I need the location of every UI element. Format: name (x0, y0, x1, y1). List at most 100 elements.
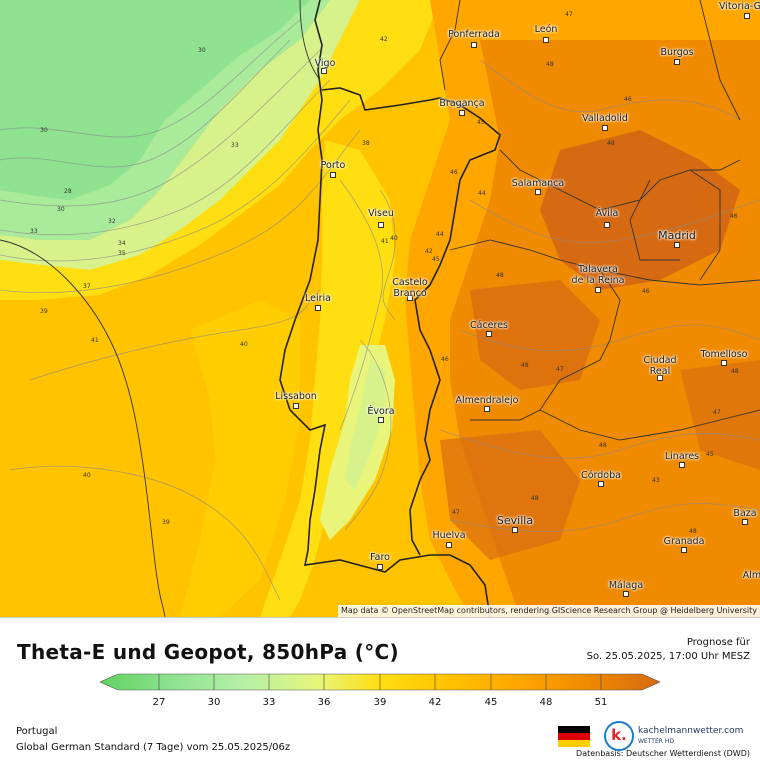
city-marker (681, 547, 687, 553)
contour-value: 45 (477, 119, 485, 126)
region-borders (439, 0, 760, 441)
contour-value: 44 (436, 231, 444, 238)
city-marker (543, 37, 549, 43)
map-attribution[interactable]: Map data © OpenStreetMap contributors, r… (338, 605, 760, 617)
city-label: Vigo (314, 58, 336, 69)
city-marker (471, 42, 477, 48)
contour-value: 46 (642, 288, 650, 295)
field-evora-green (345, 360, 385, 490)
field-dark-green-zone (0, 0, 310, 200)
city-marker (674, 59, 680, 65)
city-marker (293, 403, 299, 409)
forecast-datetime: So. 25.05.2025, 17:00 Uhr MESZ (586, 651, 750, 662)
contour-value: 44 (478, 190, 486, 197)
city-marker (674, 242, 680, 248)
contour-value: 30 (198, 47, 206, 54)
legend-tick: 51 (594, 697, 608, 708)
city-marker (446, 542, 452, 548)
city-marker (512, 527, 518, 533)
forecast-label: Prognose für (686, 637, 750, 648)
city-marker (657, 375, 663, 381)
city-marker (459, 110, 465, 116)
city-marker (742, 519, 748, 525)
contour-value: 48 (546, 61, 554, 68)
geopotential-lines (0, 0, 321, 617)
city-marker (535, 189, 541, 195)
legend-tick: 36 (317, 697, 331, 708)
contour-value: 47 (565, 11, 573, 18)
city-marker (378, 417, 384, 423)
legend-tick: 48 (539, 697, 553, 708)
city-marker (721, 360, 727, 366)
legend-tick: 42 (428, 697, 442, 708)
kachelmann-logo-icon[interactable]: k. (604, 721, 634, 751)
city-marker (679, 462, 685, 468)
city-label: Vitoria-G (719, 1, 760, 12)
contour-value: 41 (91, 337, 99, 344)
contour-value: 40 (83, 472, 91, 479)
city-label: Ávila (595, 208, 619, 219)
field-caceres-hot (470, 280, 600, 390)
contour-value: 30 (40, 127, 48, 134)
contour-value: 39 (162, 519, 170, 526)
contour-value: 28 (64, 188, 72, 195)
city-label: Almendralejo (455, 395, 519, 406)
city-label: Ponferrada (448, 29, 500, 40)
city-label: Alm (742, 570, 760, 581)
contour-value: 37 (83, 283, 91, 290)
brand-subtitle: WETTER HD (638, 738, 674, 745)
country-border (321, 87, 501, 556)
city-label: Madrid (658, 229, 696, 242)
map-title: Theta-E und Geopot, 850hPa (°C) (17, 640, 399, 664)
contour-value: 45 (432, 256, 440, 263)
contour-value: 41 (381, 238, 389, 245)
contour-value: 47 (556, 366, 564, 373)
city-marker (604, 222, 610, 228)
data-source: Datenbasis: Deutscher Wetterdienst (DWD) (576, 749, 750, 758)
city-label: Castelo Branco (392, 277, 428, 299)
city-label: Talavera de la Reina (571, 264, 625, 286)
contour-value: 48 (607, 140, 615, 147)
model-run: Global German Standard (7 Tage) vom 25.0… (16, 742, 291, 753)
city-marker (486, 331, 492, 337)
contour-value: 48 (689, 528, 697, 535)
contour-value: 32 (108, 218, 116, 225)
contour-value: 39 (40, 308, 48, 315)
coastline (279, 0, 491, 617)
weather-map[interactable]: Vitoria-G Ponferrada León Burgos Vigo Br… (0, 0, 760, 617)
region-name: Portugal (16, 726, 58, 737)
contour-value: 42 (425, 248, 433, 255)
legend-tick: 33 (262, 697, 276, 708)
contour-value: 48 (531, 495, 539, 502)
field-yellow-band (0, 0, 440, 300)
city-marker (602, 125, 608, 131)
contour-value: 48 (599, 442, 607, 449)
contour-value: 40 (240, 341, 248, 348)
city-label: Viseu (368, 208, 394, 219)
brand-name[interactable]: kachelmannwetter.com (638, 726, 744, 736)
contour-value: 46 (441, 356, 449, 363)
city-marker (315, 305, 321, 311)
field-portugal-yellow (260, 140, 395, 617)
contour-value: 40 (390, 235, 398, 242)
city-label: Sevilla (496, 514, 534, 527)
contour-value: 46 (624, 96, 632, 103)
map-canvas (0, 0, 760, 617)
city-label: Córdoba (581, 470, 621, 481)
contour-value: 33 (30, 228, 38, 235)
legend-tick: 30 (207, 697, 221, 708)
city-label: Porto (320, 160, 346, 171)
field-sevilla-hot (440, 430, 580, 560)
city-label: Huelva (432, 530, 466, 541)
field-ocean-yellowish (180, 300, 300, 617)
city-label: Málaga (608, 580, 644, 591)
logo-letter: k. (611, 726, 627, 744)
city-label: Cáceres (469, 320, 509, 331)
contour-value: 48 (521, 362, 529, 369)
contour-value: 34 (118, 240, 126, 247)
contour-value: 47 (713, 409, 721, 416)
city-marker (377, 564, 383, 570)
city-label: Granada (663, 536, 705, 547)
field-east-hot (680, 360, 760, 470)
legend-tick: 27 (152, 697, 166, 708)
